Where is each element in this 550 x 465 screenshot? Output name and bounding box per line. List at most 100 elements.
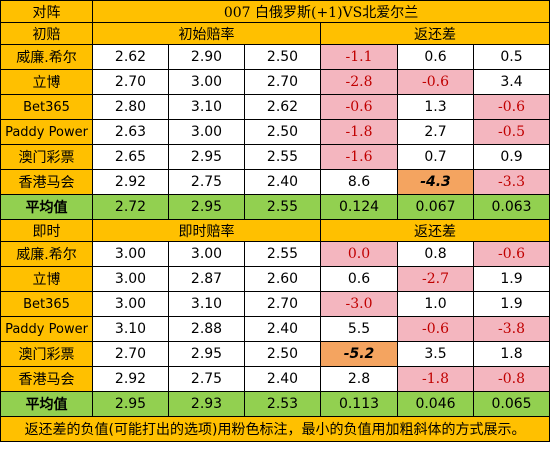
average-value: 2.95 — [168, 194, 245, 220]
odds-value: 2.70 — [92, 69, 169, 95]
return-diff-value: 3.5 — [397, 341, 474, 367]
average-value: 0.113 — [320, 391, 398, 417]
odds-value: 3.10 — [168, 291, 245, 317]
return-diff-value: 3.4 — [472, 69, 550, 95]
section-label: 即时 — [0, 219, 93, 242]
company-name: 立博 — [0, 266, 93, 292]
return-diff-value: 1.0 — [397, 291, 474, 317]
company-name: 澳门彩票 — [0, 341, 93, 367]
return-diff-value: -2.7 — [397, 266, 474, 292]
return-diff-value: -5.2 — [320, 341, 398, 367]
odds-value: 3.00 — [92, 291, 169, 317]
odds-value: 2.65 — [92, 144, 169, 170]
odds-value: 2.50 — [244, 119, 321, 145]
return-diff-value: 1.3 — [397, 94, 474, 120]
return-diff-value: -3.8 — [472, 316, 550, 342]
company-name: 威廉.希尔 — [0, 241, 93, 267]
odds-value: 2.55 — [244, 241, 321, 267]
return-diff-value: -3.3 — [472, 169, 550, 195]
company-name: Paddy Power — [0, 316, 93, 342]
odds-value: 3.00 — [168, 241, 245, 267]
odds-value: 2.88 — [168, 316, 245, 342]
odds-value: 2.50 — [244, 44, 321, 70]
odds-value: 2.40 — [244, 169, 321, 195]
return-diff-value: 0.6 — [320, 266, 398, 292]
odds-value: 2.92 — [92, 169, 169, 195]
table-row: 香港马会 2.92 2.75 2.40 8.6 -4.3 -3.3 — [0, 169, 550, 195]
odds-value: 3.00 — [92, 241, 169, 267]
return-diff-value: -1.8 — [320, 119, 398, 145]
return-diff-value: -2.8 — [320, 69, 398, 95]
company-name: 威廉.希尔 — [0, 44, 93, 70]
company-name: 香港马会 — [0, 169, 93, 195]
matchup-label: 对阵 — [0, 0, 93, 23]
average-value: 2.93 — [168, 391, 245, 417]
return-diff-value: -0.6 — [397, 69, 474, 95]
average-value: 0.065 — [472, 391, 550, 417]
footer-note: 返还差的负值(可能打出的选项)用粉色标注，最小的负值用加粗斜体的方式展示。 — [0, 416, 550, 442]
return-diff-value: -0.6 — [472, 241, 550, 267]
odds-table: 对阵 007 白俄罗斯(+1)VS北爱尔兰 初赔 初始赔率 返还差 威廉.希尔 2… — [0, 0, 550, 442]
table-row: 立博 3.00 2.87 2.60 0.6 -2.7 1.9 — [0, 266, 550, 292]
average-value: 2.55 — [244, 194, 321, 220]
return-diff-value: 5.5 — [320, 316, 398, 342]
return-diff-value: -3.0 — [320, 291, 398, 317]
return-diff-value: 2.7 — [397, 119, 474, 145]
odds-value: 3.10 — [168, 94, 245, 120]
average-value: 2.95 — [92, 391, 169, 417]
company-name: Bet365 — [0, 291, 93, 317]
odds-header: 即时赔率 — [92, 219, 321, 242]
return-diff-value: -0.8 — [472, 366, 550, 392]
return-diff-value: 0.7 — [397, 144, 474, 170]
average-value: 0.046 — [397, 391, 474, 417]
return-diff-value: 0.9 — [472, 144, 550, 170]
return-diff-value: 1.9 — [472, 266, 550, 292]
return-diff-value: 0.5 — [472, 44, 550, 70]
average-value: 0.067 — [397, 194, 474, 220]
odds-value: 2.70 — [244, 69, 321, 95]
odds-value: 2.87 — [168, 266, 245, 292]
odds-value: 2.62 — [92, 44, 169, 70]
odds-value: 3.10 — [92, 316, 169, 342]
return-diff-value: 1.8 — [472, 341, 550, 367]
odds-value: 2.75 — [168, 169, 245, 195]
odds-value: 2.75 — [168, 366, 245, 392]
odds-value: 2.62 — [244, 94, 321, 120]
table-row: 立博 2.70 3.00 2.70 -2.8 -0.6 3.4 — [0, 69, 550, 95]
return-diff-value: -1.6 — [320, 144, 398, 170]
table-row: 威廉.希尔 2.62 2.90 2.50 -1.1 0.6 0.5 — [0, 44, 550, 70]
odds-value: 2.92 — [92, 366, 169, 392]
average-value: 2.72 — [92, 194, 169, 220]
company-name: 澳门彩票 — [0, 144, 93, 170]
company-name: 香港马会 — [0, 366, 93, 392]
return-diff-value: -0.6 — [472, 94, 550, 120]
return-header: 返还差 — [319, 22, 550, 45]
table-row: Paddy Power 2.63 3.00 2.50 -1.8 2.7 -0.5 — [0, 119, 550, 145]
return-diff-value: -0.6 — [397, 316, 474, 342]
table-row: Bet365 3.00 3.10 2.70 -3.0 1.0 1.9 — [0, 291, 550, 317]
average-row: 平均值 2.95 2.93 2.53 0.113 0.046 0.065 — [0, 391, 550, 417]
odds-value: 3.00 — [168, 119, 245, 145]
table-row: Paddy Power 3.10 2.88 2.40 5.5 -0.6 -3.8 — [0, 316, 550, 342]
return-diff-value: -1.8 — [397, 366, 474, 392]
average-row: 平均值 2.72 2.95 2.55 0.124 0.067 0.063 — [0, 194, 550, 220]
return-diff-value: -0.5 — [472, 119, 550, 145]
return-diff-value: 1.9 — [472, 291, 550, 317]
table-row: 香港马会 2.92 2.75 2.40 2.8 -1.8 -0.8 — [0, 366, 550, 392]
match-title: 007 白俄罗斯(+1)VS北爱尔兰 — [91, 0, 550, 23]
odds-value: 3.00 — [92, 266, 169, 292]
odds-value: 2.50 — [244, 341, 321, 367]
table-row: 澳门彩票 2.70 2.95 2.50 -5.2 3.5 1.8 — [0, 341, 550, 367]
average-value: 0.124 — [320, 194, 398, 220]
return-diff-value: -1.1 — [320, 44, 398, 70]
odds-value: 2.40 — [244, 366, 321, 392]
odds-value: 2.70 — [92, 341, 169, 367]
average-value: 0.063 — [472, 194, 550, 220]
odds-value: 2.70 — [244, 291, 321, 317]
average-label: 平均值 — [0, 194, 93, 220]
odds-header: 初始赔率 — [92, 22, 321, 45]
return-diff-value: 2.8 — [320, 366, 398, 392]
odds-value: 2.63 — [92, 119, 169, 145]
return-diff-value: 0.8 — [397, 241, 474, 267]
odds-value: 3.00 — [168, 69, 245, 95]
